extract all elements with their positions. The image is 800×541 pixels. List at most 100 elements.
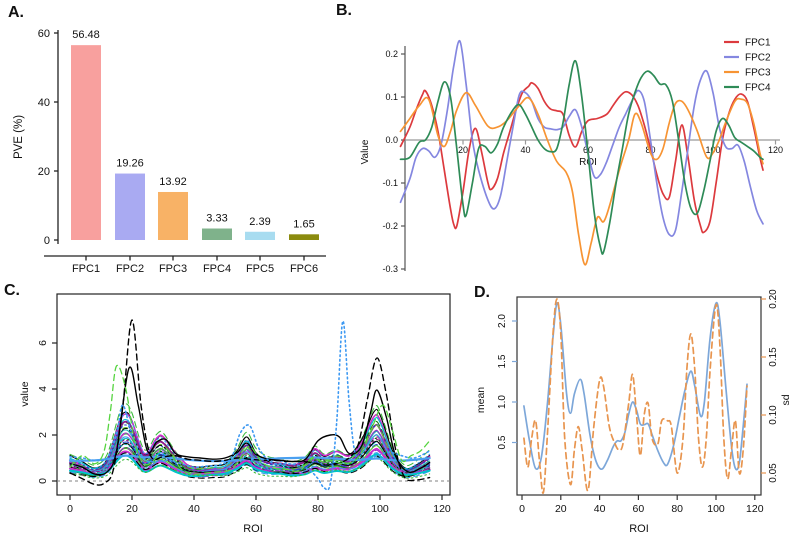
bar-value-label: 1.65	[293, 218, 314, 230]
x-tick-label: 60	[250, 503, 262, 515]
bundle-curve	[69, 413, 431, 471]
dual-axis-chart-svg: 0.5 1.0 1.5 2.0 0.05 0.10 0.15 0.20 0 20 40 60 80 100…	[475, 289, 792, 535]
bundle-curve	[69, 441, 431, 476]
right-tick-label: 0.05	[768, 463, 779, 483]
legend: FPC1 FPC2 FPC3 FPC4	[724, 38, 771, 94]
blue-dotted-outlier	[69, 320, 431, 491]
bar-value-label: 2.39	[249, 216, 270, 228]
x-tick-label: 120	[433, 503, 451, 515]
x-tick-label: 0	[67, 503, 73, 515]
bundle-curve	[69, 429, 431, 473]
panel-letter-d: D.	[474, 284, 490, 301]
bundle-curve	[69, 437, 431, 477]
y-tick-label: 60	[38, 28, 50, 40]
bar-fpc4	[202, 228, 232, 240]
legend-label-fpc1: FPC1	[745, 38, 771, 49]
x-tick-label: 60	[633, 503, 645, 515]
bar-value-label: 3.33	[206, 213, 227, 225]
bundle-curve	[69, 424, 431, 473]
y-tick-label: -0.1	[382, 178, 398, 188]
x-tick-label: 0	[519, 503, 525, 515]
bundle-curve	[69, 403, 431, 469]
x-category-label: FPC6	[290, 263, 318, 275]
y-tick-label: 40	[38, 97, 50, 109]
y-tick-label: 0.2	[385, 49, 398, 59]
black-solid-outlier	[69, 366, 431, 476]
x-tick-label: 40	[594, 503, 606, 515]
x-tick-label: 80	[312, 503, 324, 515]
curves-group	[57, 319, 450, 491]
bar-value-label: 13.92	[159, 176, 187, 188]
bundle-curve	[69, 456, 431, 479]
panel-a-pve-bar-chart: 0 20 40 60 PVE (%) 56.48 19.26 13.92 3.33 2.39 1.6…	[0, 0, 330, 280]
x-category-label: FPC4	[203, 263, 231, 275]
y-tick-label: 4	[37, 386, 49, 392]
y-tick-label: 0	[44, 235, 50, 247]
bar-value-label: 56.48	[72, 29, 100, 41]
x-axis-title: ROI	[579, 157, 597, 168]
y-tick-label: 6	[37, 340, 49, 346]
bar-fpc2	[115, 173, 145, 240]
x-tick-label: 120	[768, 145, 783, 155]
x-tick-label: 40	[188, 503, 200, 515]
bar-fpc3	[158, 191, 188, 240]
right-tick-label: 0.15	[768, 347, 779, 367]
legend-label-fpc4: FPC4	[745, 83, 771, 94]
bundle-curve	[69, 438, 431, 475]
left-axis-title: mean	[475, 387, 487, 413]
black-dashed-outlier	[69, 319, 431, 486]
curve-fpc2	[399, 40, 764, 237]
y-tick-label: 20	[38, 166, 50, 178]
x-category-label: FPC1	[72, 263, 100, 275]
y-tick-label: 0	[37, 478, 49, 484]
panel-letter-c: C.	[4, 282, 20, 299]
y-tick-label: 0.0	[385, 135, 398, 145]
x-tick-label: 120	[746, 503, 764, 515]
left-tick-label: 2.0	[497, 314, 508, 328]
panel-c-spaghetti-chart: 0 2 4 6 0 20 40 60 80 100 120 value ROI	[0, 280, 470, 541]
x-tick-label: 20	[555, 503, 567, 515]
x-tick-label: 100	[707, 503, 725, 515]
right-axis-title: sd	[780, 394, 792, 405]
y-tick-label: 2	[37, 432, 49, 438]
legend-label-fpc3: FPC3	[745, 68, 771, 79]
y-tick-label: 0.1	[385, 92, 398, 102]
y-axis-title: value	[19, 381, 31, 406]
bar-chart-svg: 0 20 40 60 PVE (%) 56.48 19.26 13.92 3.33 2.39 1.6…	[13, 28, 326, 275]
x-axis-title: ROI	[243, 523, 263, 535]
curve-mean	[523, 301, 748, 471]
x-tick-label: 80	[671, 503, 683, 515]
x-category-label: FPC5	[246, 263, 274, 275]
x-category-label: FPC2	[116, 263, 144, 275]
bar-value-label: 19.26	[116, 158, 144, 170]
left-tick-label: 1.5	[497, 354, 508, 368]
right-tick-label: 0.10	[768, 405, 779, 425]
x-tick-label: 20	[458, 145, 468, 155]
panel-b-fpc-curves-chart: 0.2 0.1 0.0 -0.1 -0.2 -0.3 Value 20 40 60 80 100 120…	[330, 0, 800, 280]
curve-sd	[523, 298, 748, 494]
panel-letter-a: A.	[8, 4, 24, 21]
legend-label-fpc2: FPC2	[745, 53, 771, 64]
bundle-curve	[69, 434, 431, 473]
plot-box	[516, 296, 762, 496]
curve-fpc3	[399, 91, 764, 266]
x-axis-title: ROI	[629, 523, 649, 535]
left-tick-label: 1.0	[497, 395, 508, 409]
bar-fpc5	[245, 231, 275, 240]
bundle-curve	[69, 433, 431, 476]
left-tick-label: 0.5	[497, 435, 508, 449]
plot-box	[56, 293, 451, 496]
bundle-curve	[69, 440, 431, 476]
curve-fpc1	[399, 81, 764, 234]
x-tick-label: 100	[705, 145, 720, 155]
bundle-curve	[69, 408, 431, 470]
bundle-curve	[69, 437, 431, 476]
x-tick-label: 20	[126, 503, 138, 515]
y-tick-label: -0.2	[382, 221, 398, 231]
right-tick-label: 0.20	[768, 289, 779, 309]
y-tick-label: -0.3	[382, 264, 398, 274]
bundle-curve	[69, 447, 431, 476]
